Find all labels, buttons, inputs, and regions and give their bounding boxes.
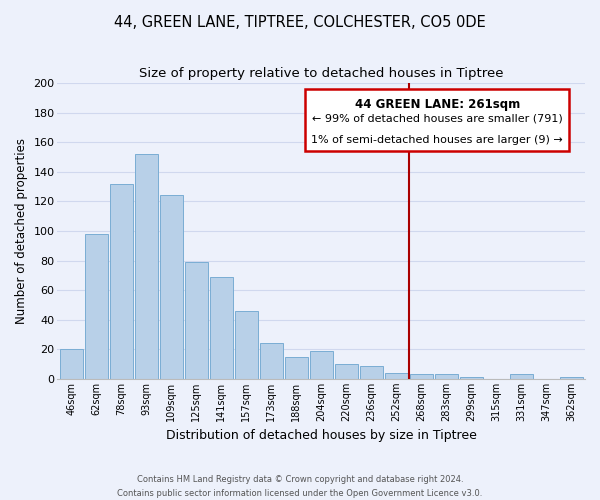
Text: 44, GREEN LANE, TIPTREE, COLCHESTER, CO5 0DE: 44, GREEN LANE, TIPTREE, COLCHESTER, CO5…: [114, 15, 486, 30]
Bar: [510, 374, 533, 379]
Bar: [335, 364, 358, 379]
Y-axis label: Number of detached properties: Number of detached properties: [15, 138, 28, 324]
Bar: [460, 378, 483, 379]
Bar: [185, 262, 208, 379]
Bar: [210, 277, 233, 379]
FancyBboxPatch shape: [305, 89, 569, 151]
Bar: [285, 356, 308, 379]
Bar: [435, 374, 458, 379]
Bar: [85, 234, 108, 379]
Title: Size of property relative to detached houses in Tiptree: Size of property relative to detached ho…: [139, 68, 503, 80]
Bar: [560, 378, 583, 379]
Bar: [160, 196, 183, 379]
Bar: [110, 184, 133, 379]
Bar: [360, 366, 383, 379]
Bar: [410, 374, 433, 379]
Text: 44 GREEN LANE: 261sqm: 44 GREEN LANE: 261sqm: [355, 98, 520, 111]
X-axis label: Distribution of detached houses by size in Tiptree: Distribution of detached houses by size …: [166, 430, 476, 442]
Text: ← 99% of detached houses are smaller (791): ← 99% of detached houses are smaller (79…: [312, 114, 563, 124]
Text: Contains HM Land Registry data © Crown copyright and database right 2024.
Contai: Contains HM Land Registry data © Crown c…: [118, 476, 482, 498]
Text: 1% of semi-detached houses are larger (9) →: 1% of semi-detached houses are larger (9…: [311, 135, 563, 145]
Bar: [235, 311, 258, 379]
Bar: [310, 351, 333, 379]
Bar: [135, 154, 158, 379]
Bar: [60, 350, 83, 379]
Bar: [260, 344, 283, 379]
Bar: [385, 373, 408, 379]
